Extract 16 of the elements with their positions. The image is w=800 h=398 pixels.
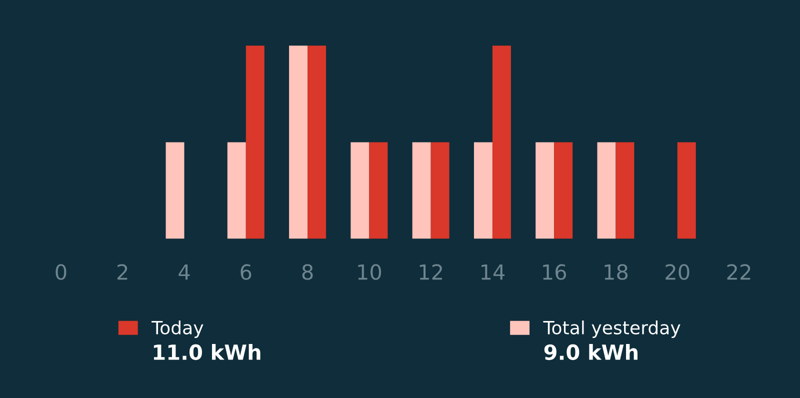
x-tick-label: 8 — [302, 264, 313, 280]
x-tick-label: 0 — [56, 264, 66, 280]
x-tick-label: 10 — [358, 264, 382, 280]
x-tick-label: 14 — [481, 264, 505, 280]
x-tick-label: 22 — [727, 264, 750, 280]
x-tick-label: 2 — [118, 264, 128, 280]
text: 11.0 kWh — [154, 344, 260, 360]
x-tick-label: 16 — [543, 264, 566, 280]
x-tick-label: 12 — [420, 264, 442, 280]
x-tick-label: 20 — [666, 264, 690, 280]
x-tick-label: 6 — [240, 264, 252, 280]
text: 9.0 kWh — [544, 344, 638, 360]
legend-label: Today — [152, 320, 204, 338]
x-tick-label: 4 — [178, 264, 190, 280]
legend-label: Total yesterday — [543, 320, 680, 338]
x-tick-label: 18 — [604, 264, 628, 280]
